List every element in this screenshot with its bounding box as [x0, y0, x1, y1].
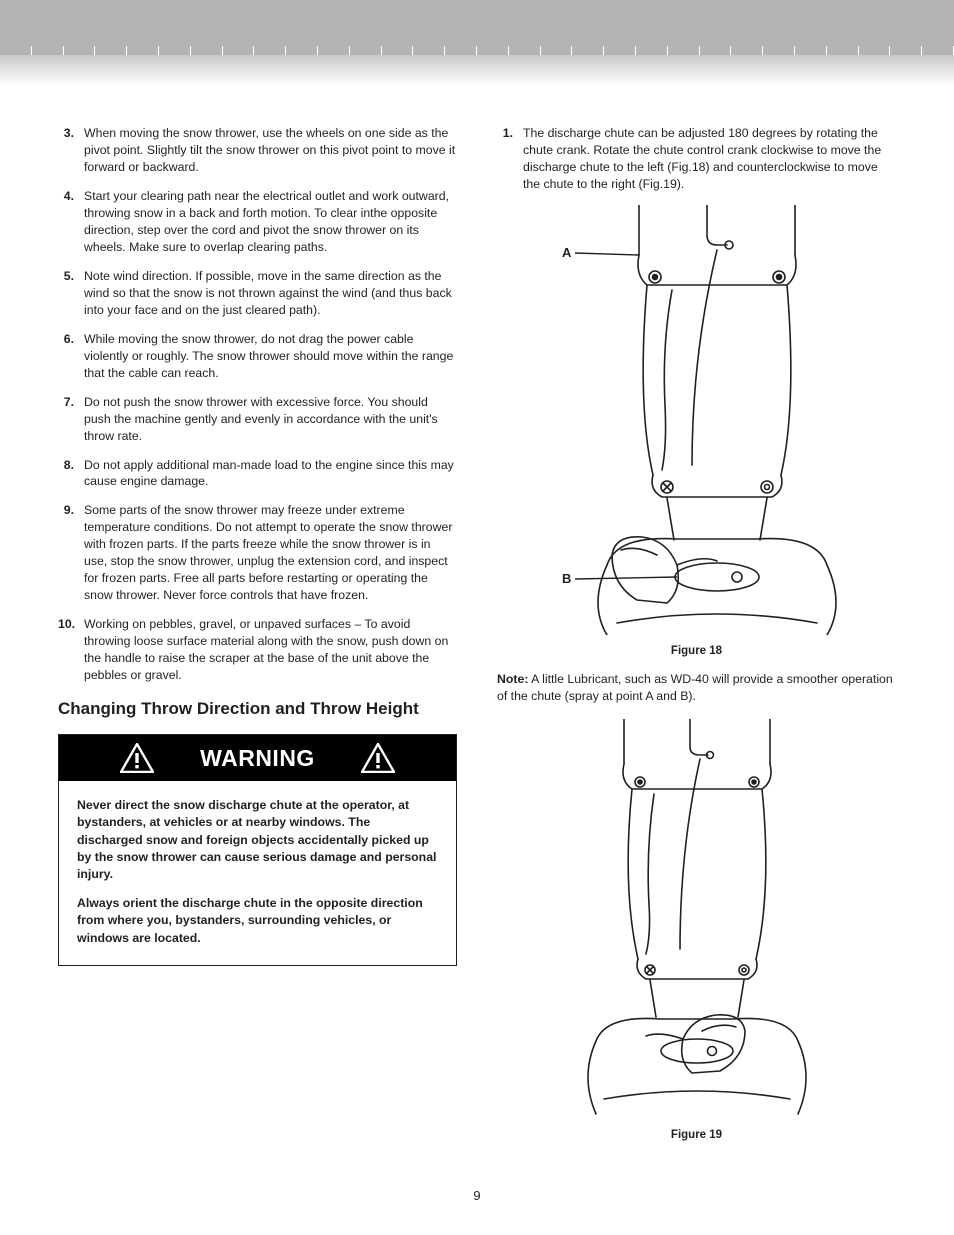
list-item-number: 3. [58, 125, 84, 176]
figure-label-a: A [562, 245, 572, 260]
list-item-text: Start your clearing path near the electr… [84, 188, 457, 256]
list-item-number: 6. [58, 331, 84, 382]
warning-box: WARNING Never direct the snow discharge … [58, 734, 457, 966]
list-item-text: While moving the snow thrower, do not dr… [84, 331, 457, 382]
header-top-bar [0, 0, 954, 46]
list-item-number: 5. [58, 268, 84, 319]
list-item-text: Do not apply additional man-made load to… [84, 457, 457, 491]
list-item-number: 1. [497, 125, 523, 193]
list-item-text: Do not push the snow thrower with excess… [84, 394, 457, 445]
figure-caption: Figure 19 [497, 1129, 896, 1141]
header-fade [0, 55, 954, 85]
list-item: 5.Note wind direction. If possible, move… [58, 268, 457, 319]
note-body: A little Lubricant, such as WD-40 will p… [497, 672, 893, 703]
list-item: 8.Do not apply additional man-made load … [58, 457, 457, 491]
list-item: 10.Working on pebbles, gravel, or unpave… [58, 616, 457, 684]
figure-19: Figure 19 [497, 719, 896, 1141]
header-gradient-row [0, 46, 954, 55]
list-item-text: When moving the snow thrower, use the wh… [84, 125, 457, 176]
figure-18: A B Figure 18 [497, 205, 896, 657]
list-item: 4.Start your clearing path near the elec… [58, 188, 457, 256]
page-content: 3.When moving the snow thrower, use the … [0, 85, 954, 1141]
list-item: 7.Do not push the snow thrower with exce… [58, 394, 457, 445]
list-item-number: 9. [58, 502, 84, 604]
note-text: Note: A little Lubricant, such as WD-40 … [497, 671, 896, 705]
warning-body: Never direct the snow discharge chute at… [59, 781, 456, 965]
note-prefix: Note: [497, 672, 528, 686]
list-item-number: 7. [58, 394, 84, 445]
list-item-number: 10. [58, 616, 84, 684]
figure-18-illustration: A B [517, 205, 877, 635]
figure-label-b: B [562, 571, 571, 586]
list-item-text: The discharge chute can be adjusted 180 … [523, 125, 896, 193]
instruction-list-right: 1.The discharge chute can be adjusted 18… [497, 125, 896, 193]
figure-19-illustration [552, 719, 842, 1119]
section-heading: Changing Throw Direction and Throw Heigh… [58, 698, 457, 720]
list-item: 6.While moving the snow thrower, do not … [58, 331, 457, 382]
list-item-text: Some parts of the snow thrower may freez… [84, 502, 457, 604]
list-item: 3.When moving the snow thrower, use the … [58, 125, 457, 176]
warning-paragraph: Never direct the snow discharge chute at… [77, 797, 438, 883]
instruction-list-left: 3.When moving the snow thrower, use the … [58, 125, 457, 684]
warning-header: WARNING [59, 735, 456, 781]
list-item-number: 4. [58, 188, 84, 256]
list-item-text: Note wind direction. If possible, move i… [84, 268, 457, 319]
list-item-text: Working on pebbles, gravel, or unpaved s… [84, 616, 457, 684]
warning-triangle-icon [361, 743, 395, 773]
warning-triangle-icon [120, 743, 154, 773]
figure-caption: Figure 18 [497, 645, 896, 657]
list-item: 9.Some parts of the snow thrower may fre… [58, 502, 457, 604]
list-item: 1.The discharge chute can be adjusted 18… [497, 125, 896, 193]
warning-paragraph: Always orient the discharge chute in the… [77, 895, 438, 947]
warning-label: WARNING [200, 745, 315, 772]
page-number: 9 [0, 1188, 954, 1203]
right-column: 1.The discharge chute can be adjusted 18… [497, 125, 896, 1141]
list-item-number: 8. [58, 457, 84, 491]
left-column: 3.When moving the snow thrower, use the … [58, 125, 457, 1141]
